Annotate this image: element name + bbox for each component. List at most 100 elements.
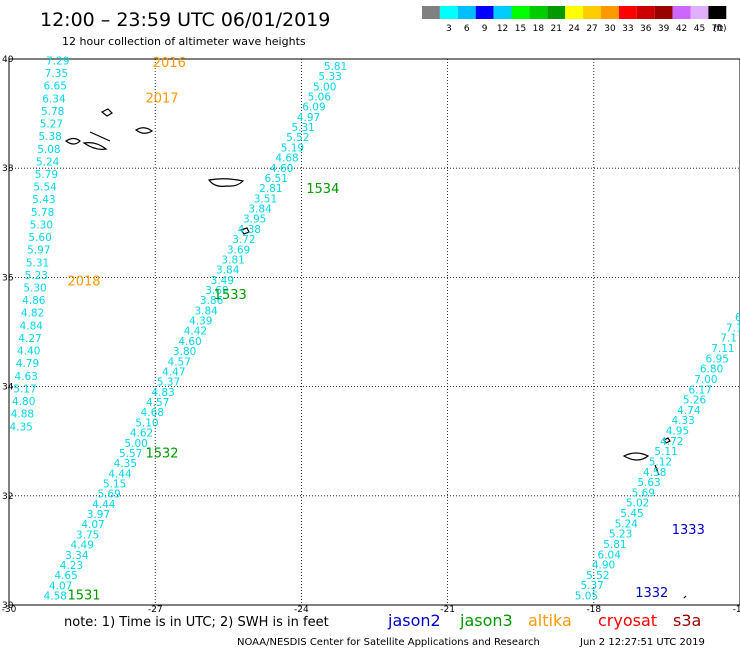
legend-label: 24	[568, 24, 580, 34]
lon-tick-label: -30	[2, 605, 17, 615]
wave-height-value: 4.79	[16, 358, 39, 370]
legend-label: 18	[533, 24, 545, 34]
wave-height-value: 3.72	[232, 234, 255, 246]
wave-height-value: 5.60	[28, 232, 51, 244]
wave-height-value: 5.79	[35, 169, 58, 181]
wave-height-value: 5.00	[124, 438, 147, 450]
wave-height-value: 5.23	[25, 270, 48, 282]
legend-label: 12	[497, 24, 508, 34]
wave-height-value: 5.31	[291, 122, 314, 134]
pass-label: 1531	[67, 589, 100, 604]
legend-label: 42	[676, 24, 687, 34]
wave-height-value: 5.52	[586, 570, 609, 582]
wave-height-value: 4.07	[49, 580, 72, 592]
satellite-name: cryosat	[598, 611, 657, 630]
wave-height-value: 4.63	[15, 371, 38, 383]
wave-height-value: 5.78	[41, 106, 64, 118]
wave-height-value: 4.23	[60, 560, 83, 572]
wave-height-value: 6.80	[700, 364, 723, 376]
wave-height-value: 4.35	[114, 458, 137, 470]
wave-height-value: 5.02	[626, 498, 649, 510]
lat-tick-label: 38	[2, 164, 14, 174]
island-graciosa	[134, 127, 154, 134]
island-selvagens	[683, 595, 687, 599]
wave-height-value: 5.54	[33, 182, 57, 194]
wave-height-value: 4.35	[9, 421, 32, 433]
island-santa-maria	[240, 227, 250, 235]
wave-height-value: 5.38	[38, 131, 61, 143]
wave-height-value: 5.00	[313, 81, 336, 93]
wave-height-value: 5.33	[318, 71, 341, 83]
legend-swatch	[618, 6, 637, 19]
axis-labels: -30 -27 -24 -21 -18 -15 30 32 34 36 38 40	[2, 55, 740, 615]
legend-swatch	[511, 6, 530, 19]
track-3: 6.7.17.17.116.956.807.006.175.264.744.33…	[575, 312, 740, 602]
islands	[64, 108, 687, 599]
legend-label: 27	[586, 24, 597, 34]
wave-height-value: 5.97	[27, 245, 50, 257]
wave-height-value: 6.51	[265, 173, 288, 185]
island-sao-miguel	[207, 178, 245, 187]
wave-height-tracks: 7.297.356.656.345.785.275.385.085.245.79…	[9, 55, 740, 602]
legend-swatch	[690, 6, 709, 19]
wave-height-value: 5.37	[157, 377, 180, 389]
legend-label: 15	[515, 24, 526, 34]
wave-height-value: 3.81	[221, 254, 244, 266]
wave-height-value: 5.23	[609, 529, 632, 541]
wave-height-value: 4.44	[108, 468, 132, 480]
wave-height-value: 5.15	[103, 479, 126, 491]
wave-height-value: 3.49	[211, 275, 234, 287]
wave-height-value: 7.29	[46, 55, 69, 67]
wave-height-value: 4.68	[275, 153, 298, 165]
island-porto-santo	[663, 437, 671, 444]
wave-height-value: 4.58	[643, 467, 666, 479]
pass-label: 1333	[672, 523, 705, 538]
wave-height-value: 6.04	[598, 549, 622, 561]
wave-height-value: 4.84	[20, 320, 44, 332]
wave-height-value: 5.81	[324, 61, 347, 73]
wave-height-value: 3.84	[216, 265, 240, 277]
timestamp: Jun 2 12:27:51 UTC 2019	[579, 637, 705, 648]
wave-height-value: 5.69	[632, 487, 655, 499]
wave-height-value: 4.58	[44, 591, 67, 603]
wave-height-value: 4.62	[130, 428, 153, 440]
legend-swatch	[493, 6, 512, 19]
wave-height-value: 7.11	[711, 343, 734, 355]
lat-tick-label: 30	[2, 601, 14, 611]
wave-height-value: 4.47	[162, 366, 185, 378]
lon-tick-label: -24	[294, 605, 309, 615]
pass-label: 1534	[306, 182, 339, 197]
legend-label: 36	[640, 24, 652, 34]
legend-swatch	[439, 6, 458, 19]
wave-height-value: 4.68	[141, 407, 164, 419]
wave-height-value: 2.81	[259, 183, 282, 195]
wave-height-value: 5.17	[13, 383, 36, 395]
wave-height-value: 4.97	[297, 112, 320, 124]
pass-labels: 2016 2017 1534 2018 1533 1532 1531 1333 1332	[67, 56, 704, 603]
wave-height-value: 4.82	[21, 308, 44, 320]
island-faial	[64, 137, 81, 145]
island-sao-jorge	[89, 131, 111, 142]
legend-label: 33	[622, 24, 633, 34]
wave-height-value: 3.69	[205, 285, 228, 297]
wave-height-value: 3.97	[87, 509, 110, 521]
wave-height-value: 5.57	[119, 448, 142, 460]
legend-swatch	[708, 6, 727, 19]
island-flores	[100, 108, 113, 117]
footer-note: note: 1) Time is in UTC; 2) SWH is in fe…	[64, 615, 329, 630]
wave-height-value: 4.40	[17, 346, 40, 358]
wave-height-value: 4.60	[178, 336, 201, 348]
wave-height-value: 5.45	[620, 508, 643, 520]
legend-swatch	[583, 6, 601, 19]
satellite-name: jason3	[459, 611, 513, 630]
wave-height-value: 3.51	[254, 193, 277, 205]
satellite-name: jason2	[387, 611, 441, 630]
lon-tick-label: -27	[148, 605, 163, 615]
wave-height-value: 4.07	[81, 519, 104, 531]
legend-label: 45	[694, 24, 705, 34]
wave-height-value: 5.26	[683, 395, 707, 407]
pass-label: 1533	[214, 288, 247, 303]
legend-swatch	[457, 6, 476, 19]
